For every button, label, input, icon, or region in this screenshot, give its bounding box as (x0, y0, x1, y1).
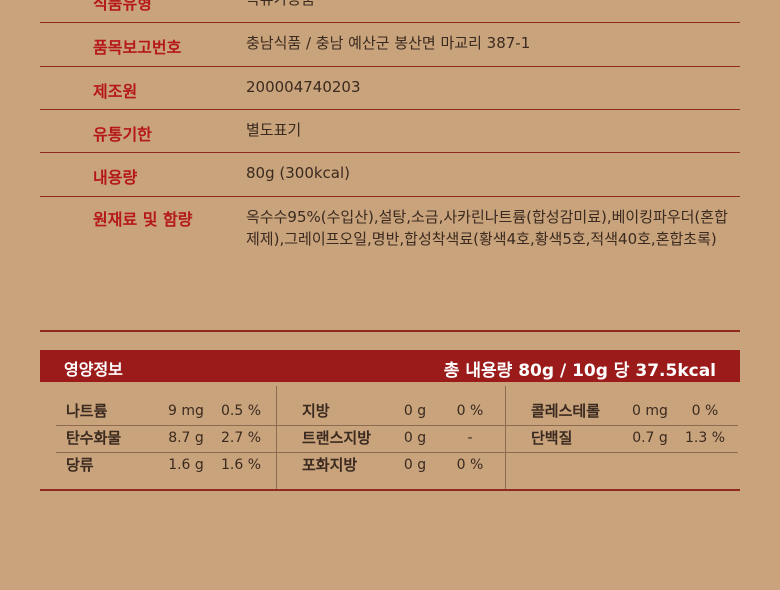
nutrient-name: 단백질 (531, 429, 573, 447)
info-row: 식품유형 곡류가공품 (40, 0, 740, 23)
info-label: 품목보고번호 (93, 38, 182, 57)
nutrient-percent: - (467, 430, 473, 446)
nutrient-percent: 1.3 % (684, 430, 726, 446)
info-value: 옥수수95%(수입산),설탕,소금,사카린나트륨(합성감미료),베이킹파우더(혼… (246, 208, 728, 248)
column-divider (505, 386, 506, 490)
info-value: 곡류가공품 (246, 0, 736, 10)
info-label: 식품유형 (93, 0, 152, 13)
nutrient-name: 콜레스테롤 (531, 402, 601, 420)
nutrient-amount: 8.7 g (168, 430, 204, 446)
nutrient-percent: 0 % (456, 457, 484, 473)
info-label: 제조원 (93, 82, 138, 101)
nutrient-percent: 0 % (691, 403, 719, 419)
info-row: 내용량 80g (300kcal) (40, 152, 740, 197)
info-value: 200004740203 (246, 78, 361, 96)
nutrient-percent: 2.7 % (220, 430, 262, 446)
row-divider (56, 452, 738, 453)
nutrition-total: 총 내용량 80g / 10g 당 37.5kcal (443, 361, 716, 381)
nutrition-title: 영양정보 (64, 360, 123, 379)
info-row: 품목보고번호 충남식품 / 충남 예산군 봉산면 마교리 387-1 (40, 22, 740, 67)
nutrient-name: 탄수화물 (66, 429, 122, 447)
nutrient-name: 나트륨 (66, 402, 108, 420)
nutrient-amount: 0 g (403, 430, 427, 446)
info-value: 별도표기 (246, 121, 302, 139)
nutrient-amount: 0 mg (632, 403, 668, 419)
nutrient-name: 지방 (302, 402, 330, 420)
info-label: 원재료 및 함량 (93, 210, 193, 229)
info-label: 내용량 (93, 168, 138, 187)
info-row: 제조원 200004740203 (40, 66, 740, 110)
divider (40, 330, 740, 332)
row-divider (56, 425, 738, 426)
nutrient-amount: 0 g (403, 457, 427, 473)
nutrient-amount: 0 g (403, 403, 427, 419)
nutrient-name: 포화지방 (302, 456, 358, 474)
info-label: 유통기한 (93, 125, 152, 144)
info-row: 유통기한 별도표기 (40, 109, 740, 153)
info-value: 충남식품 / 충남 예산군 봉산면 마교리 387-1 (246, 34, 531, 52)
info-row: 원재료 및 함량 옥수수95%(수입산),설탕,소금,사카린나트륨(합성감미료),… (40, 196, 740, 331)
nutrient-percent: 1.6 % (220, 457, 262, 473)
nutrient-percent: 0.5 % (220, 403, 262, 419)
nutrient-name: 당류 (66, 456, 94, 474)
nutrition-header: 영양정보 총 내용량 80g / 10g 당 37.5kcal (40, 350, 740, 382)
nutrition-bottom (40, 489, 740, 491)
nutrient-amount: 0.7 g (632, 430, 668, 446)
nutrient-amount: 1.6 g (168, 457, 204, 473)
nutrient-name: 트랜스지방 (302, 429, 372, 447)
column-divider (276, 386, 277, 490)
nutrient-percent: 0 % (456, 403, 484, 419)
nutrient-amount: 9 mg (168, 403, 204, 419)
info-value: 80g (300kcal) (246, 164, 351, 182)
